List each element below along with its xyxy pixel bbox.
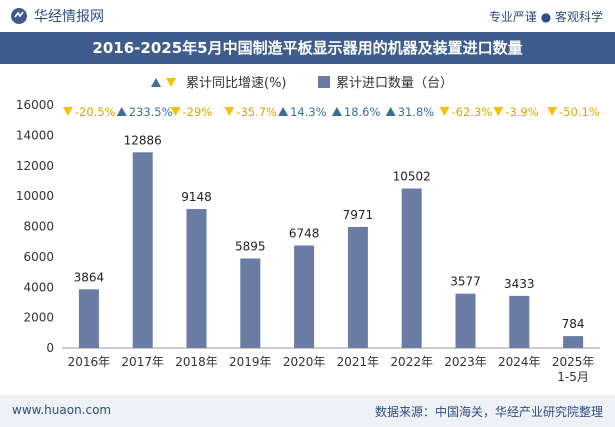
bar: [455, 293, 476, 348]
footer: www.huaon.com 数据来源：中国海关，华经产业研究院整理: [0, 395, 615, 427]
bar: [78, 289, 99, 348]
y-tick-label: 8000: [23, 220, 54, 234]
y-tick-label: 14000: [16, 128, 54, 142]
growth-down-triangle: [224, 107, 235, 116]
growth-label: -62.3%: [452, 105, 493, 119]
bar-value-label: 3864: [74, 270, 105, 284]
y-tick-label: 10000: [16, 189, 54, 203]
legend-label-bar: 累计进口数量（台）: [336, 76, 454, 91]
growth-label: 31.8%: [398, 105, 435, 119]
y-tick-label: 6000: [23, 250, 54, 264]
bar-value-label: 3433: [504, 277, 535, 291]
y-tick-label: 0: [46, 341, 54, 355]
growth-label: -50.1%: [559, 105, 600, 119]
bar: [294, 245, 315, 348]
x-tick-label: 2016年: [68, 355, 111, 369]
x-tick-label: 2019年: [229, 355, 272, 369]
growth-label: -35.7%: [236, 105, 277, 119]
brand: 华经情报网: [10, 6, 104, 26]
brand-name: 华经情报网: [34, 9, 104, 25]
x-tick-label: 2023年: [444, 355, 487, 369]
growth-down-triangle: [170, 107, 181, 116]
growth-down-triangle: [62, 107, 73, 116]
growth-label: -29%: [183, 105, 213, 119]
x-tick-label: 2017年: [121, 355, 164, 369]
x-tick-label: 1-5月: [557, 370, 589, 384]
footer-source: 数据来源：中国海关，华经产业研究院整理: [374, 405, 603, 419]
y-tick-label: 12000: [16, 159, 54, 173]
x-tick-label: 2024年: [498, 355, 541, 369]
growth-label: -3.9%: [505, 105, 538, 119]
top-bar: 华经情报网 专业严谨 ● 客观科学: [0, 0, 615, 32]
bar: [347, 226, 368, 348]
logo-icon: [11, 8, 27, 24]
growth-up-triangle: [116, 107, 127, 116]
bar-value-label: 9148: [181, 190, 212, 204]
legend: 累计同比增速(%) 累计进口数量（台）: [0, 72, 615, 92]
square-icon: [318, 75, 330, 88]
legend-item-bar: 累计进口数量（台）: [318, 72, 453, 91]
bar-value-label: 784: [562, 317, 585, 331]
up-down-triangle-icon: [151, 77, 176, 87]
x-tick-label: 2018年: [175, 355, 218, 369]
x-tick-label: 2021年: [337, 355, 380, 369]
bar: [401, 188, 422, 348]
footer-website: www.huaon.com: [12, 403, 112, 417]
growth-down-triangle: [493, 107, 504, 116]
bar: [563, 336, 584, 348]
bar-value-label: 7971: [343, 208, 374, 222]
legend-label-growth: 累计同比增速(%): [186, 76, 287, 91]
bar-value-label: 10502: [393, 170, 431, 184]
x-tick-label: 2025年: [552, 355, 595, 369]
bar: [509, 295, 530, 348]
legend-item-growth: 累计同比增速(%): [150, 72, 287, 91]
bar-value-label: 12886: [124, 133, 162, 147]
bar: [186, 209, 207, 348]
chart-title: 2016-2025年5月中国制造平板显示器用的机器及装置进口数量: [92, 39, 523, 57]
bar-value-label: 6748: [289, 227, 320, 241]
y-tick-label: 2000: [23, 311, 54, 325]
growth-up-triangle: [278, 107, 289, 116]
bar-value-label: 5895: [235, 239, 266, 253]
growth-label: 233.5%: [129, 105, 173, 119]
x-tick-label: 2022年: [390, 355, 433, 369]
growth-label: 14.3%: [290, 105, 327, 119]
y-tick-label: 4000: [23, 280, 54, 294]
bar: [240, 258, 261, 348]
tagline: 专业严谨 ● 客观科学: [488, 10, 603, 24]
growth-down-triangle: [439, 107, 450, 116]
y-tick-label: 16000: [16, 98, 54, 112]
growth-label: 18.6%: [344, 105, 381, 119]
chart-area: 0 2000 4000 6000 8000 10000 12000 14000 16000 386…: [16, 98, 600, 384]
growth-up-triangle: [385, 107, 396, 116]
growth-down-triangle: [547, 107, 558, 116]
bar-value-label: 3577: [450, 275, 481, 289]
growth-up-triangle: [331, 107, 342, 116]
growth-label: -20.5%: [75, 105, 116, 119]
title-bar: 2016-2025年5月中国制造平板显示器用的机器及装置进口数量: [0, 32, 615, 64]
x-tick-label: 2020年: [283, 355, 326, 369]
bar: [132, 152, 153, 348]
